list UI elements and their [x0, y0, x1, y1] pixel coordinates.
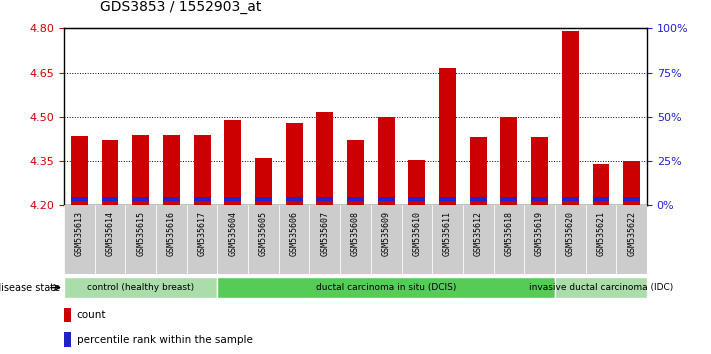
Bar — [102, 141, 119, 205]
FancyBboxPatch shape — [248, 205, 279, 274]
Bar — [255, 198, 272, 201]
Text: GSM535616: GSM535616 — [167, 211, 176, 256]
Bar — [163, 135, 180, 205]
Text: GSM535604: GSM535604 — [228, 211, 237, 256]
Bar — [225, 198, 241, 201]
Text: GSM535618: GSM535618 — [504, 211, 513, 256]
Bar — [193, 135, 210, 205]
Bar — [286, 123, 303, 205]
Bar — [501, 198, 518, 201]
Text: GSM535617: GSM535617 — [198, 211, 207, 256]
Bar — [193, 198, 210, 201]
Text: GSM535620: GSM535620 — [566, 211, 574, 256]
Bar — [71, 136, 87, 205]
FancyBboxPatch shape — [187, 205, 218, 274]
Text: invasive ductal carcinoma (IDC): invasive ductal carcinoma (IDC) — [529, 283, 673, 292]
Text: GSM535608: GSM535608 — [351, 211, 360, 256]
FancyBboxPatch shape — [463, 205, 493, 274]
FancyBboxPatch shape — [524, 205, 555, 274]
FancyBboxPatch shape — [432, 205, 463, 274]
Bar — [501, 117, 518, 205]
Bar — [624, 198, 640, 201]
FancyBboxPatch shape — [218, 205, 248, 274]
Text: GSM535621: GSM535621 — [597, 211, 606, 256]
Text: GSM535612: GSM535612 — [474, 211, 483, 256]
Text: GSM535611: GSM535611 — [443, 211, 452, 256]
Text: GSM535607: GSM535607 — [321, 211, 329, 256]
Bar — [562, 31, 579, 205]
Text: control (healthy breast): control (healthy breast) — [87, 283, 194, 292]
FancyBboxPatch shape — [402, 205, 432, 274]
Bar — [408, 198, 425, 201]
Bar — [102, 198, 119, 201]
FancyBboxPatch shape — [156, 205, 187, 274]
Bar — [71, 198, 87, 201]
Text: GDS3853 / 1552903_at: GDS3853 / 1552903_at — [100, 0, 261, 14]
Bar — [470, 198, 486, 201]
FancyBboxPatch shape — [279, 205, 309, 274]
Bar — [163, 198, 180, 201]
Bar — [470, 137, 486, 205]
Bar — [286, 198, 303, 201]
FancyBboxPatch shape — [371, 205, 402, 274]
FancyBboxPatch shape — [309, 205, 340, 274]
Bar — [64, 308, 71, 322]
Text: GSM535609: GSM535609 — [382, 211, 390, 256]
Bar — [439, 68, 456, 205]
Text: GSM535614: GSM535614 — [105, 211, 114, 256]
Bar — [378, 117, 395, 205]
Text: GSM535610: GSM535610 — [412, 211, 422, 256]
Bar — [347, 198, 364, 201]
FancyBboxPatch shape — [340, 205, 371, 274]
FancyBboxPatch shape — [586, 205, 616, 274]
Bar — [531, 137, 548, 205]
Bar — [64, 332, 71, 347]
Bar — [439, 198, 456, 201]
Text: ductal carcinoma in situ (DCIS): ductal carcinoma in situ (DCIS) — [316, 283, 456, 292]
FancyBboxPatch shape — [493, 205, 524, 274]
Text: percentile rank within the sample: percentile rank within the sample — [77, 335, 252, 345]
Text: GSM535622: GSM535622 — [627, 211, 636, 256]
Bar — [225, 120, 241, 205]
Bar — [592, 164, 609, 205]
FancyBboxPatch shape — [64, 277, 218, 298]
Bar — [531, 198, 548, 201]
FancyBboxPatch shape — [555, 277, 647, 298]
Text: GSM535606: GSM535606 — [289, 211, 299, 256]
Bar — [347, 141, 364, 205]
FancyBboxPatch shape — [218, 277, 555, 298]
Bar — [408, 160, 425, 205]
Text: count: count — [77, 310, 107, 320]
Text: GSM535615: GSM535615 — [137, 211, 145, 256]
Bar — [624, 161, 640, 205]
Text: GSM535613: GSM535613 — [75, 211, 84, 256]
Bar — [316, 198, 333, 201]
Text: disease state: disease state — [0, 282, 60, 293]
Bar — [132, 135, 149, 205]
Text: GSM535619: GSM535619 — [535, 211, 544, 256]
Bar — [562, 198, 579, 201]
FancyBboxPatch shape — [555, 205, 586, 274]
Bar — [132, 198, 149, 201]
Bar — [316, 113, 333, 205]
Bar — [255, 158, 272, 205]
FancyBboxPatch shape — [64, 205, 95, 274]
FancyBboxPatch shape — [125, 205, 156, 274]
Text: GSM535605: GSM535605 — [259, 211, 268, 256]
FancyBboxPatch shape — [616, 205, 647, 274]
Bar — [592, 198, 609, 201]
FancyBboxPatch shape — [95, 205, 125, 274]
Bar — [378, 198, 395, 201]
